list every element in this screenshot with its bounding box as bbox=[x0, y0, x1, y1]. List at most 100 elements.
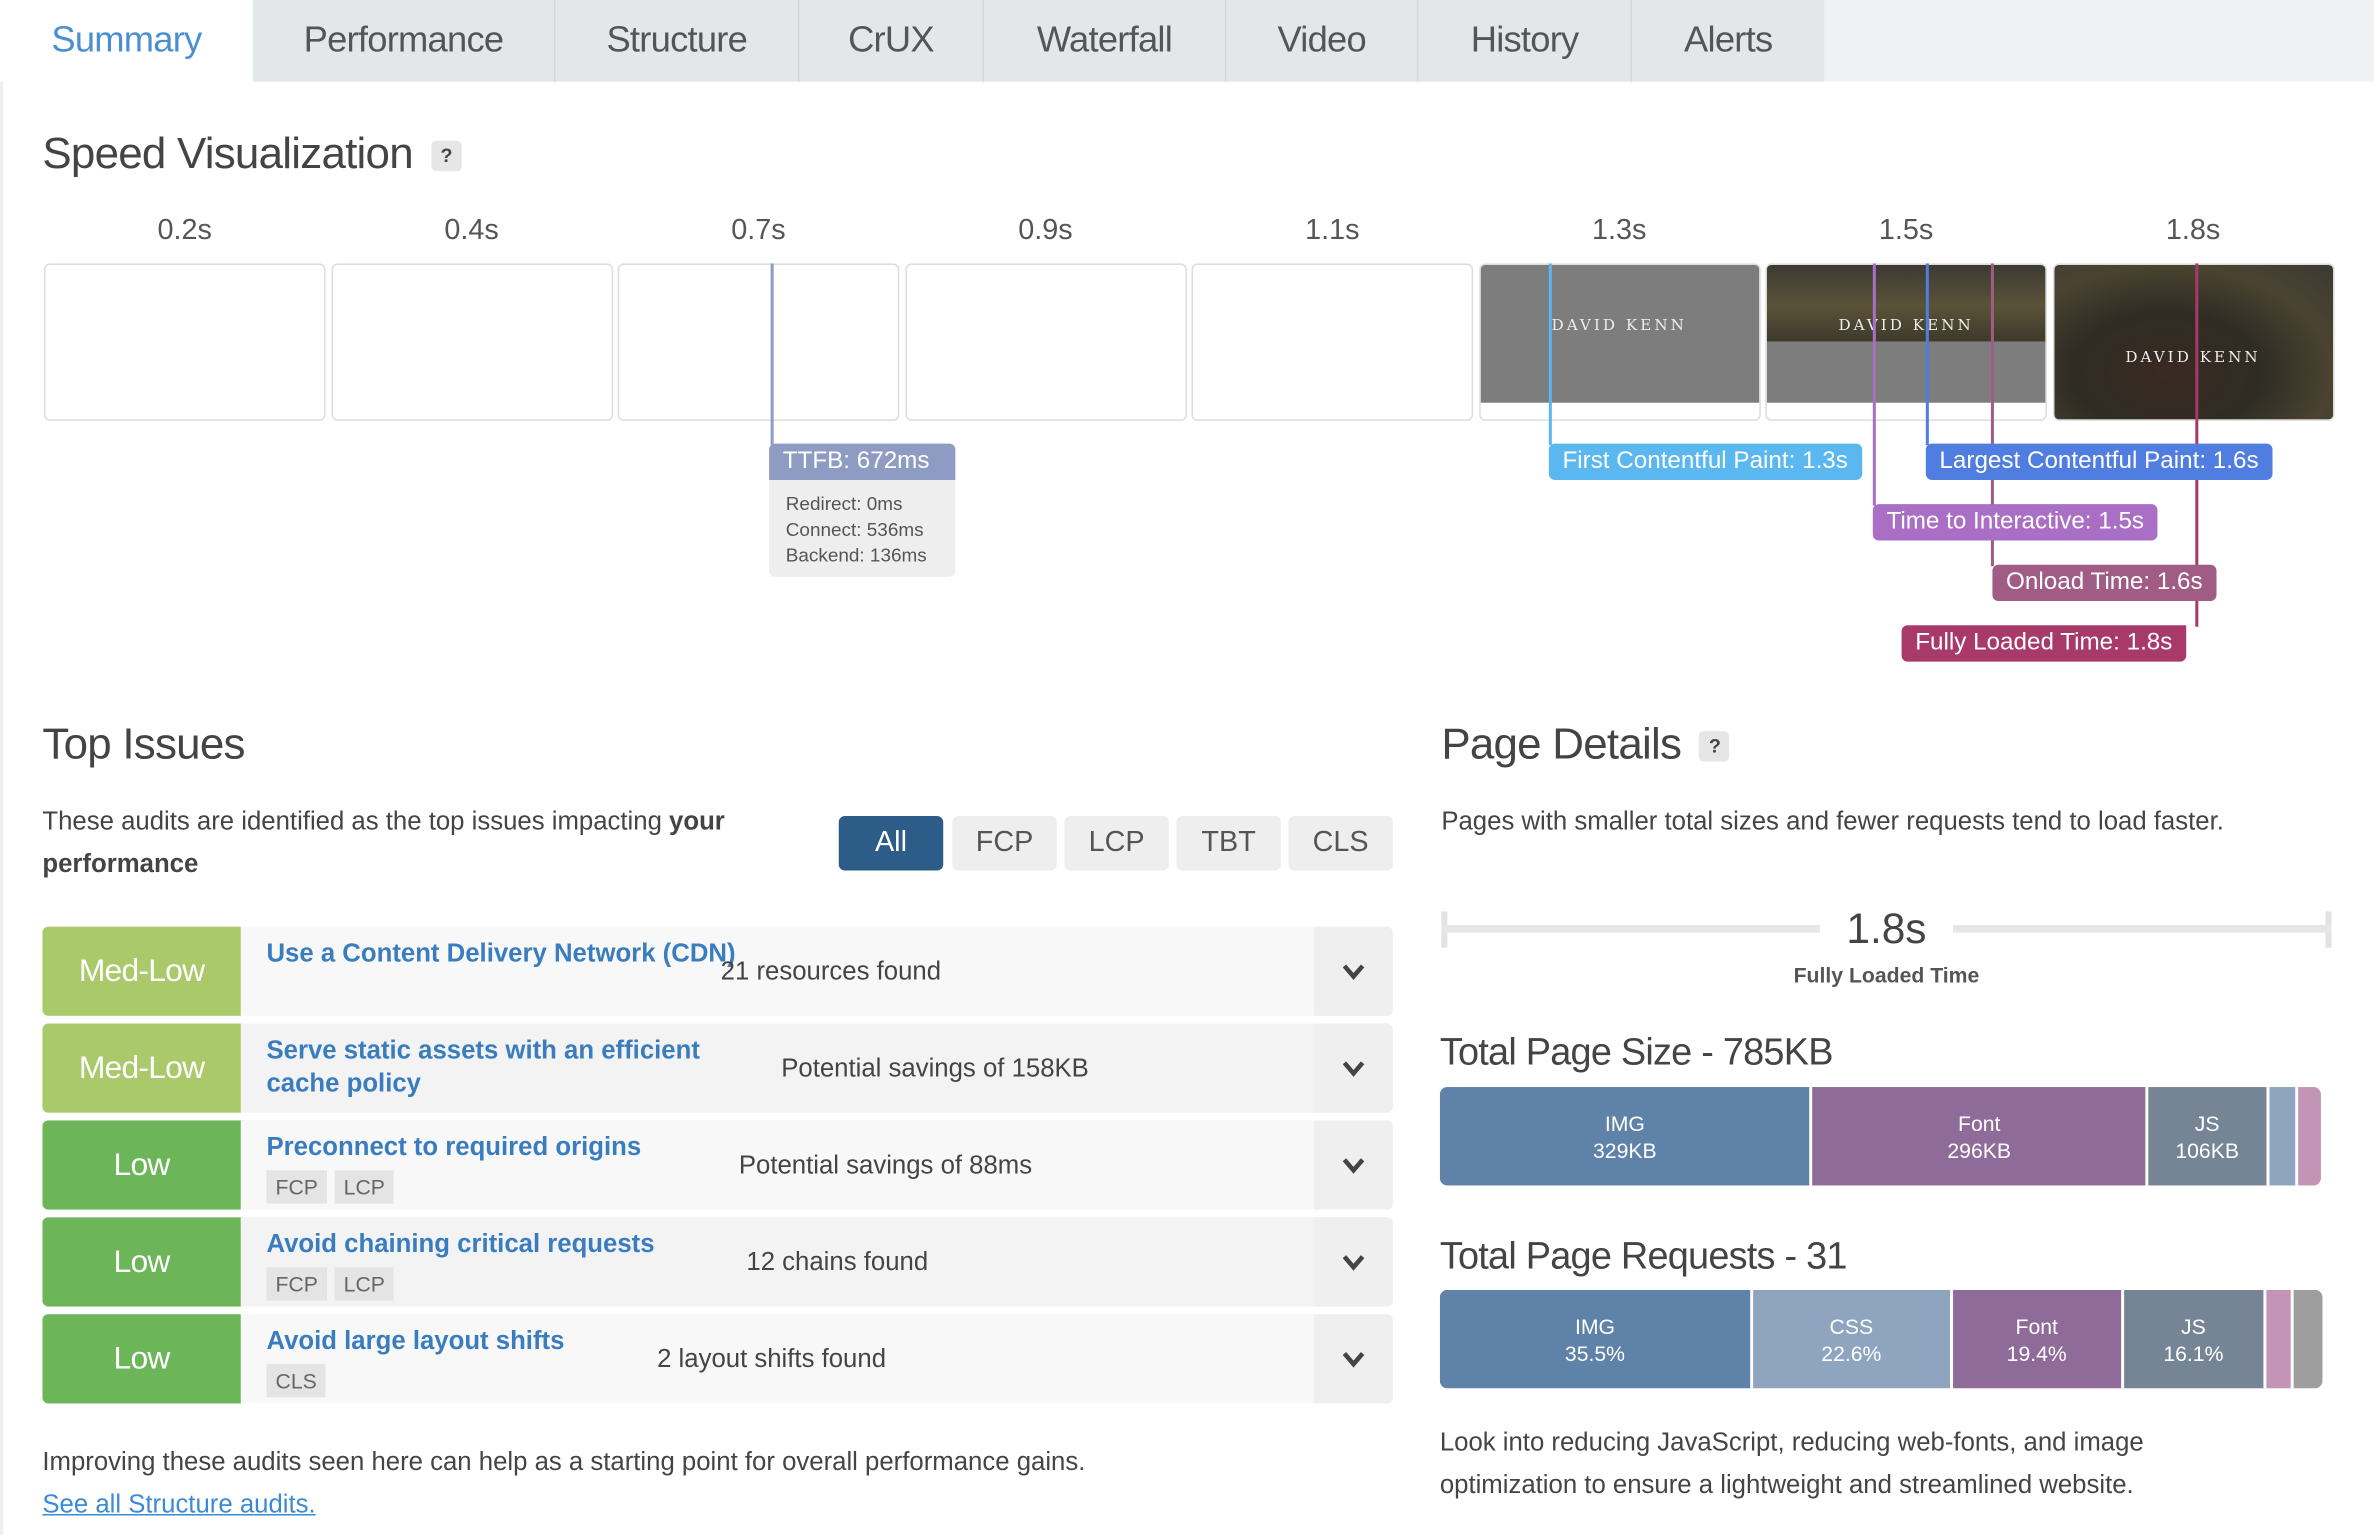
tab-video[interactable]: Video bbox=[1226, 0, 1419, 82]
fully-loaded-label: Fully Loaded Time: 1.8s bbox=[1901, 625, 2187, 662]
segment-value: 19.4% bbox=[2006, 1340, 2067, 1365]
bar-segment[interactable] bbox=[2265, 1289, 2295, 1389]
top-issues-description: These audits are identified as the top i… bbox=[42, 806, 725, 879]
issues-footer-text: Improving these audits seen here can hel… bbox=[42, 1447, 1086, 1477]
filter-cls[interactable]: CLS bbox=[1288, 816, 1393, 871]
segment-name: IMG bbox=[1574, 1313, 1615, 1338]
bar-segment[interactable]: JS 16.1% bbox=[2123, 1289, 2266, 1389]
frame-time-label: 1.5s bbox=[1878, 214, 1934, 247]
bar-segment[interactable] bbox=[2294, 1289, 2323, 1389]
expand-button[interactable] bbox=[1314, 1314, 1393, 1404]
tab-bar: Summary Performance Structure CrUX Water… bbox=[0, 0, 2374, 82]
help-icon[interactable]: ? bbox=[431, 141, 462, 172]
ttfb-label: TTFB: 672ms bbox=[769, 443, 956, 480]
filter-lcp[interactable]: LCP bbox=[1064, 816, 1169, 871]
bar-segment[interactable]: CSS 22.6% bbox=[1753, 1289, 1953, 1389]
page-requests-bar: IMG 35.5% CSS 22.6% Font 19.4% JS 16.1% bbox=[1439, 1289, 2323, 1389]
filmstrip-frame[interactable] bbox=[1191, 263, 1474, 421]
top-issues-title: Top Issues bbox=[42, 720, 245, 770]
segment-name: JS bbox=[2194, 1110, 2220, 1135]
filter-all[interactable]: All bbox=[838, 816, 944, 871]
segment-value: 296KB bbox=[1947, 1137, 2012, 1162]
bar-segment[interactable] bbox=[2268, 1087, 2299, 1186]
expand-button[interactable] bbox=[1314, 1120, 1393, 1210]
issue-row[interactable]: Med-Low Serve static assets with an effi… bbox=[42, 1023, 1393, 1113]
bar-segment[interactable]: IMG 329KB bbox=[1439, 1087, 1813, 1186]
filmstrip-frame[interactable]: DAVID KENN bbox=[1765, 263, 2047, 421]
segment-name: Font bbox=[1958, 1110, 2001, 1135]
segment-value: 22.6% bbox=[1821, 1340, 1882, 1365]
fcp-line bbox=[1548, 263, 1552, 446]
chevron-down-icon bbox=[1342, 1060, 1365, 1077]
issue-title[interactable]: Serve static assets with an efficient ca… bbox=[266, 1035, 700, 1098]
segment-name: IMG bbox=[1604, 1110, 1645, 1135]
segment-value: 16.1% bbox=[2163, 1340, 2224, 1365]
expand-button[interactable] bbox=[1314, 1217, 1393, 1307]
total-page-requests-title: Total Page Requests - 31 bbox=[1439, 1235, 1848, 1278]
tab-summary[interactable]: Summary bbox=[0, 0, 253, 82]
ttfb-connect: Connect: 536ms bbox=[785, 519, 924, 541]
see-all-structure-audits-link[interactable]: See all Structure audits. bbox=[42, 1489, 316, 1519]
tab-waterfall[interactable]: Waterfall bbox=[984, 0, 1227, 82]
page-screenshot: DAVID KENN bbox=[1479, 264, 1759, 403]
bar-segment[interactable] bbox=[2298, 1087, 2321, 1186]
lcp-label: Largest Contentful Paint: 1.6s bbox=[1925, 443, 2273, 480]
segment-name: JS bbox=[2181, 1313, 2206, 1338]
page-details-advice: Look into reducing JavaScript, reducing … bbox=[1439, 1427, 2144, 1499]
expand-button[interactable] bbox=[1314, 926, 1393, 1016]
screenshot-text: DAVID KENN bbox=[1551, 317, 1687, 335]
tti-line bbox=[1872, 263, 1876, 506]
filmstrip-frame[interactable] bbox=[330, 263, 613, 421]
help-icon[interactable]: ? bbox=[1699, 731, 1730, 763]
impact-badge: Med-Low bbox=[42, 926, 241, 1016]
chevron-down-icon bbox=[1342, 963, 1365, 980]
metric-tag: FCP bbox=[266, 1170, 328, 1204]
segment-name: Font bbox=[2015, 1313, 2058, 1338]
issue-title[interactable]: Avoid chaining critical requests bbox=[266, 1229, 655, 1259]
filter-tbt[interactable]: TBT bbox=[1176, 816, 1281, 871]
filmstrip-frame[interactable]: DAVID KENN bbox=[2052, 263, 2334, 421]
screenshot-text: DAVID KENN bbox=[1838, 317, 1974, 335]
filter-fcp[interactable]: FCP bbox=[952, 816, 1057, 871]
onload-line bbox=[1990, 263, 1994, 567]
issue-row[interactable]: Low Preconnect to required origins FCP LCP… bbox=[42, 1120, 1393, 1210]
segment-value: 329KB bbox=[1593, 1137, 1657, 1162]
frame-time-label: 0.9s bbox=[1018, 214, 1073, 247]
issue-row[interactable]: Low Avoid large layout shifts CLS 2 layout… bbox=[42, 1314, 1393, 1404]
bar-segment[interactable]: Font 296KB bbox=[1812, 1087, 2149, 1186]
filmstrip-frame[interactable] bbox=[43, 263, 326, 421]
filmstrip-frame[interactable] bbox=[617, 263, 900, 421]
frame-time-label: 1.1s bbox=[1305, 214, 1360, 247]
filmstrip-frame[interactable] bbox=[904, 263, 1187, 421]
filmstrip-frame[interactable]: DAVID KENN bbox=[1478, 263, 1761, 421]
issue-title[interactable]: Use a Content Delivery Network (CDN) bbox=[266, 938, 736, 968]
issue-row[interactable]: Med-Low Use a Content Delivery Network (… bbox=[42, 926, 1393, 1016]
tab-alerts[interactable]: Alerts bbox=[1632, 0, 1825, 82]
tab-crux[interactable]: CrUX bbox=[799, 0, 985, 82]
segment-value: 35.5% bbox=[1564, 1340, 1626, 1365]
tab-structure[interactable]: Structure bbox=[555, 0, 800, 82]
frame-time-label: 1.8s bbox=[2165, 214, 2221, 247]
chevron-down-icon bbox=[1342, 1254, 1365, 1270]
issue-row[interactable]: Low Avoid chaining critical requests FCP L… bbox=[42, 1217, 1393, 1307]
frame-time-label: 0.4s bbox=[444, 214, 499, 247]
ttfb-line bbox=[770, 263, 774, 446]
tti-label: Time to Interactive: 1.5s bbox=[1872, 504, 2158, 541]
ttfb-redirect: Redirect: 0ms bbox=[785, 493, 903, 515]
expand-button[interactable] bbox=[1314, 1023, 1393, 1113]
tab-history[interactable]: History bbox=[1418, 0, 1633, 82]
chevron-down-icon bbox=[1342, 1351, 1365, 1367]
speed-visualization-title: Speed Visualization? bbox=[42, 130, 462, 180]
segment-name: CSS bbox=[1829, 1313, 1874, 1338]
frame-time-label: 0.2s bbox=[157, 214, 212, 247]
metric-tag: CLS bbox=[266, 1364, 326, 1398]
page-size-bar: IMG 329KB Font 296KB JS 106KB bbox=[1439, 1087, 2321, 1186]
issue-title[interactable]: Avoid large layout shifts bbox=[266, 1326, 565, 1356]
issue-title[interactable]: Preconnect to required origins bbox=[266, 1132, 642, 1162]
tab-performance[interactable]: Performance bbox=[252, 0, 556, 82]
bar-segment[interactable]: IMG 35.5% bbox=[1439, 1289, 1754, 1389]
issue-info: Potential savings of 158KB bbox=[781, 1052, 1089, 1082]
bar-segment[interactable]: Font 19.4% bbox=[1952, 1289, 2124, 1389]
segment-value: 106KB bbox=[2175, 1137, 2239, 1162]
bar-segment[interactable]: JS 106KB bbox=[2148, 1087, 2269, 1186]
